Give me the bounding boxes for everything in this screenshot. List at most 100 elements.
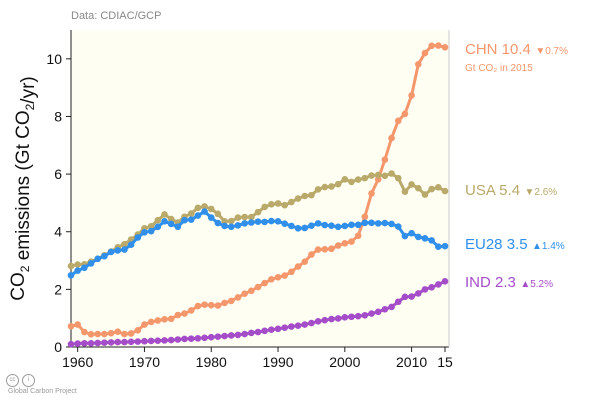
y-axis-label: CO2 emissions (Gt CO2/yr) [8,76,39,301]
data-point-ind [81,339,88,347]
data-point-ind [127,338,135,346]
annotation-chn: CHN 10.4 ▼0.7% [465,41,568,59]
data-point-ind [241,330,248,338]
data-point-ind [354,312,362,320]
data-point-ind [187,335,195,342]
data-point-chn [281,272,289,279]
y-tick-label: 6 [54,166,62,182]
up-triangle-icon: ▲ [532,241,542,252]
data-point-usa [261,203,268,211]
data-point-eu28 [368,219,375,227]
data-point-chn [107,329,115,337]
data-point-ind [194,335,202,342]
annotation-ind-label: IND 2.3 [465,274,516,291]
data-point-chn [368,190,375,197]
data-point-eu28 [141,229,148,236]
data-point-eu28 [161,218,168,225]
data-point-chn [268,275,275,283]
x-tick-label: 2010 [396,354,427,370]
data-point-usa [334,180,342,188]
data-point-eu28 [114,247,122,254]
data-point-ind [94,339,102,347]
data-point-eu28 [107,248,115,256]
data-point-eu28 [174,223,182,231]
annotation-ind: IND 2.3 ▲5.2% [465,274,553,292]
data-point-usa [441,187,449,195]
data-point-chn [274,273,282,281]
data-point-eu28 [408,229,415,237]
annotation-eu28-change: 1.4% [541,241,565,252]
plot-background [71,30,449,347]
data-point-usa [161,211,168,218]
data-point-ind [181,335,188,343]
data-point-usa [314,186,322,193]
data-point-chn [421,49,429,57]
data-point-usa [288,198,295,206]
data-point-eu28 [354,221,362,229]
data-point-ind [401,293,409,301]
data-point-eu28 [381,219,389,227]
annotation-chn-change: 0.7% [545,46,569,57]
data-point-ind [274,325,282,333]
data-point-chn [141,321,148,328]
data-point-chn [308,251,315,258]
data-point-usa [341,175,349,183]
data-point-ind [234,331,242,339]
data-point-usa [154,216,162,224]
down-triangle-icon: ▼ [524,187,535,198]
data-point-usa [368,172,375,179]
data-point-usa [301,192,309,200]
data-point-usa [187,210,195,217]
data-point-chn [194,302,202,310]
data-point-eu28 [81,264,88,272]
data-point-chn [101,330,108,338]
x-tick-label: 1960 [62,354,93,370]
data-point-eu28 [435,243,442,251]
series-chn [67,42,449,338]
data-point-eu28 [181,216,188,224]
annotation-usa-change: 2.6% [534,187,558,198]
data-point-eu28 [301,224,309,232]
data-point-eu28 [268,217,275,225]
data-point-eu28 [121,246,128,253]
data-point-chn [127,330,135,337]
data-point-chn [214,302,222,309]
data-point-eu28 [227,223,235,231]
data-point-eu28 [187,216,195,223]
data-point-usa [361,174,369,182]
data-point-eu28 [308,222,315,229]
data-point-ind [227,332,235,339]
data-point-ind [441,277,449,285]
data-point-ind [147,337,155,345]
data-point-chn [221,299,228,307]
data-point-ind [174,336,182,343]
data-point-ind [221,332,228,340]
data-point-ind [381,305,389,313]
data-point-eu28 [274,218,282,225]
data-point-chn [341,239,349,247]
data-point-ind [301,321,309,328]
data-point-chn [401,110,409,118]
annotation-chn-note: Gt CO₂ in 2015 [465,63,533,74]
data-point-ind [141,337,148,345]
data-point-chn [121,330,128,338]
data-point-ind [248,329,255,337]
data-point-chn [134,326,142,334]
data-point-usa [435,184,442,191]
data-point-usa [254,208,262,216]
data-point-usa [221,218,228,225]
data-point-chn [361,213,369,221]
data-point-eu28 [374,220,382,227]
data-point-eu28 [334,223,342,231]
x-tick-label: 1980 [196,354,227,370]
data-point-ind [261,327,268,335]
data-point-usa [274,200,282,207]
data-point-chn [114,328,122,336]
y-tick-label: 8 [54,108,62,124]
data-point-usa [348,178,355,186]
data-point-ind [341,314,349,321]
data-point-chn [154,317,162,324]
data-point-usa [321,183,329,191]
annotation-eu28: EU28 3.5 ▲1.4% [465,236,565,254]
